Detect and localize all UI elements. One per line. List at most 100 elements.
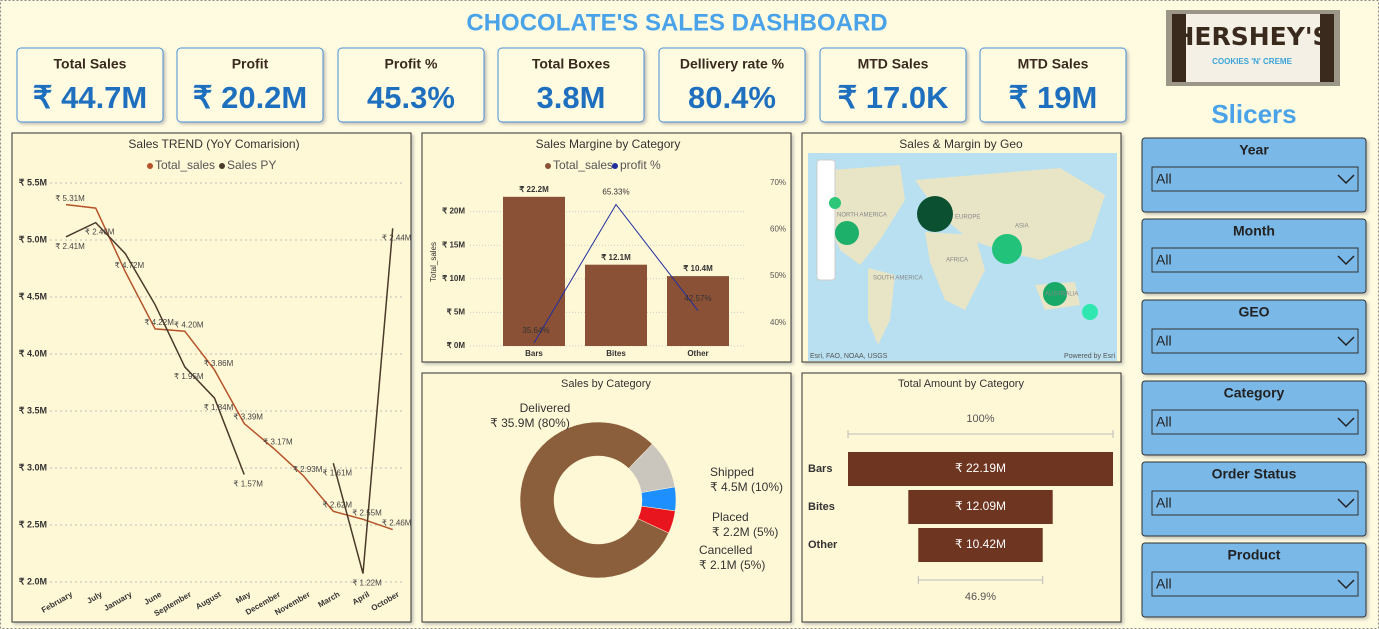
line: [65, 203, 393, 531]
y-tick-label: ₹ 3.5M: [19, 405, 47, 415]
funnel-bar: [848, 452, 1113, 486]
data-label: ₹ 2.46M: [85, 228, 115, 237]
data-label: 42.57%: [684, 294, 711, 303]
kpi-value: 45.3%: [367, 80, 455, 115]
y-tick-label: ₹ 4.0M: [19, 348, 47, 358]
kpi-label: MTD Sales: [1018, 56, 1089, 72]
line: [65, 221, 245, 475]
bar: [585, 264, 647, 346]
y2-tick-label: 70%: [770, 178, 786, 187]
dropdown-value: All: [1156, 252, 1172, 268]
dropdown[interactable]: [1151, 571, 1359, 597]
dropdown[interactable]: [1151, 247, 1359, 273]
data-label: ₹ 3.39M: [233, 413, 263, 422]
legend-marker: [612, 163, 618, 169]
map-label: AFRICA: [946, 258, 968, 264]
legend-marker: [219, 163, 225, 169]
dropdown-value: All: [1156, 333, 1172, 349]
y-tick-label: ₹ 2.0M: [19, 576, 47, 586]
data-label: ₹ 3.17M: [263, 438, 293, 447]
line: [533, 203, 699, 344]
kpi-value: ₹ 17.0K: [837, 80, 949, 115]
funnel-bar: [918, 528, 1043, 562]
y-tick-label: ₹ 20M: [442, 207, 465, 216]
map-label: EUROPE: [955, 215, 980, 221]
legend-marker: [147, 163, 153, 169]
slicer-label: Category: [1224, 385, 1285, 401]
data-label: ₹ 2.93M: [293, 465, 323, 474]
logo-brand: HERSHEY'S: [1173, 22, 1330, 51]
kpi-label: MTD Sales: [858, 56, 929, 72]
kpi-value: ₹ 44.7M: [33, 80, 148, 115]
data-label: ₹ 1.57M: [233, 480, 263, 489]
data-label: ₹ 2.46M: [382, 519, 412, 528]
slice-label: Delivered: [520, 401, 571, 415]
chart-title: Total Amount by Category: [898, 378, 1024, 390]
dropdown-value: All: [1156, 495, 1172, 511]
bar: [667, 276, 729, 346]
data-label: ₹ 10.4M: [683, 264, 713, 273]
chart-title: Sales & Margin by Geo: [899, 137, 1023, 151]
map-attribution: Esri, FAO, NOAA, USGS: [810, 353, 888, 360]
kpi-value: ₹ 19M: [1009, 80, 1098, 115]
data-label: ₹ 4.72M: [115, 261, 145, 270]
slice-value: ₹ 4.5M (10%): [710, 480, 783, 494]
chart-title: Sales Margine by Category: [536, 137, 681, 151]
donut-slice: [519, 421, 670, 579]
dropdown[interactable]: [1151, 490, 1359, 516]
y-axis-title: Total_sales: [429, 242, 438, 282]
funnel-bar: [908, 490, 1053, 524]
data-label: ₹ 22.19M: [955, 461, 1006, 475]
data-label: ₹ 2.41M: [55, 242, 85, 251]
y-tick-label: ₹ 3.0M: [19, 462, 47, 472]
bracket: [917, 576, 1044, 584]
map: NORTH AMERICA EUROPE ASIA AFRICA SOUTH A…: [808, 153, 1117, 361]
y2-tick-label: 60%: [770, 224, 786, 233]
data-label: ₹ 2.62M: [323, 500, 353, 509]
y-tick-label: ₹ 5M: [447, 308, 466, 317]
kpi-card: [979, 47, 1127, 123]
kpi-card: [337, 47, 485, 123]
category-label: Bites: [808, 501, 835, 513]
dropdown-arrow: [1337, 174, 1355, 185]
dropdown-arrow: [1337, 498, 1355, 509]
legend-label: profit %: [620, 158, 661, 172]
data-label: ₹ 1.22M: [352, 579, 382, 588]
kpi-value: 80.4%: [688, 80, 776, 115]
data-label: ₹ 12.1M: [601, 253, 631, 262]
chart-title: Sales by Category: [561, 378, 651, 390]
data-label: 35.64%: [522, 326, 549, 335]
logo-flavor: COOKIES 'N' CREME: [1212, 57, 1292, 66]
dropdown[interactable]: [1151, 328, 1359, 354]
dropdown-value: All: [1156, 576, 1172, 592]
slice-value: ₹ 2.2M (5%): [712, 525, 778, 539]
logo: HERSHEY'S COOKIES 'N' CREME: [1166, 10, 1340, 86]
y-tick-label: ₹ 5.0M: [19, 234, 47, 244]
data-label: ₹ 1.84M: [204, 403, 234, 412]
kpi-card: [819, 47, 967, 123]
chart-title: Sales TREND (YoY Comarision): [128, 137, 299, 151]
y-tick-label: ₹ 5.5M: [19, 177, 47, 187]
data-label: ₹ 1.61M: [323, 468, 353, 477]
y2-tick-label: 40%: [770, 318, 786, 327]
y-tick-label: ₹ 15M: [442, 240, 465, 249]
dropdown-arrow: [1337, 417, 1355, 428]
kpi-label: Profit %: [385, 56, 438, 72]
legend-label: Total_sales: [553, 158, 613, 172]
dropdown-value: All: [1156, 171, 1172, 187]
slicer-label: Product: [1228, 547, 1281, 563]
y-tick-label: ₹ 10M: [442, 274, 465, 283]
legend-label: Sales PY: [227, 158, 276, 172]
slice-label: Shipped: [710, 465, 754, 479]
x-tick-label: Other: [687, 349, 708, 358]
x-tick-label: Bars: [525, 349, 543, 358]
data-label: ₹ 3.86M: [204, 359, 234, 368]
y-tick-label: ₹ 4.5M: [19, 291, 47, 301]
dropdown[interactable]: [1151, 166, 1359, 192]
map-label: ASIA: [1015, 224, 1029, 230]
dropdown[interactable]: [1151, 409, 1359, 435]
dashboard-title: CHOCOLATE'S SALES DASHBOARD: [466, 9, 887, 36]
top-label: 100%: [966, 413, 994, 425]
kpi-value: ₹ 20.2M: [193, 80, 308, 115]
